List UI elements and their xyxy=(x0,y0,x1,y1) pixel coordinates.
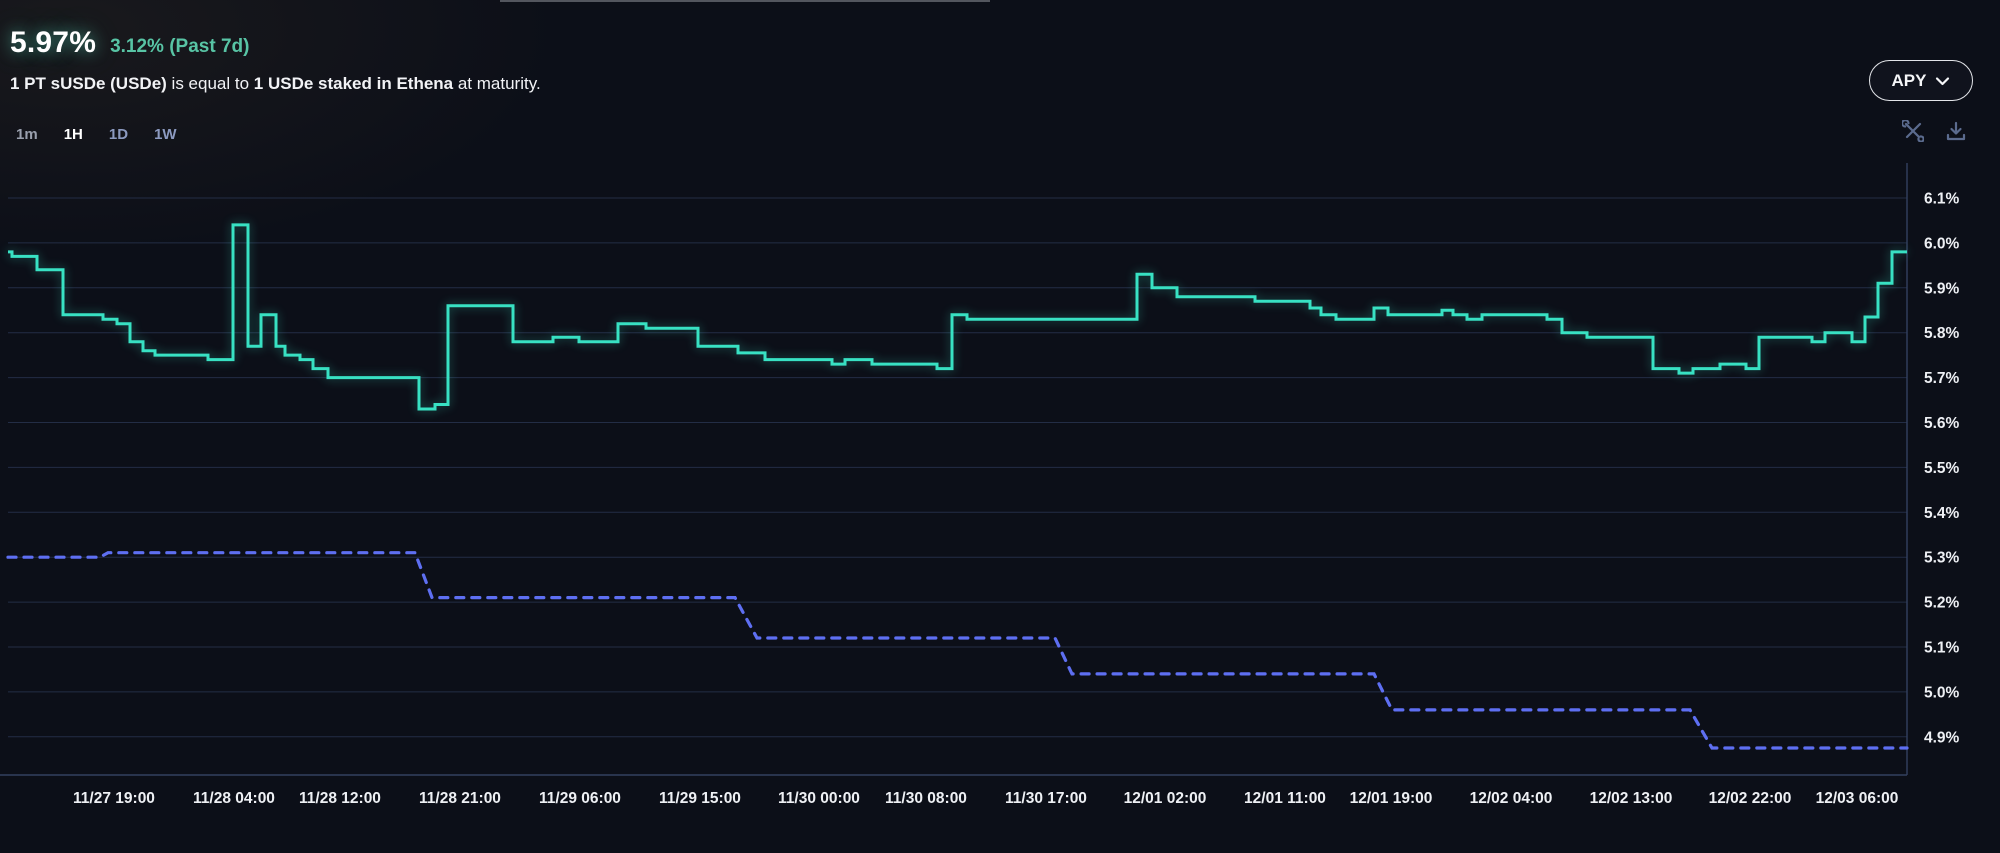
svg-text:12/01 19:00: 12/01 19:00 xyxy=(1350,790,1433,807)
svg-text:5.4%: 5.4% xyxy=(1924,505,1960,522)
range-button-1h[interactable]: 1H xyxy=(63,126,83,143)
time-range-selector: 1m 1H 1D 1W xyxy=(14,124,179,145)
indicators-tools-icon[interactable] xyxy=(1902,120,1924,142)
range-button-1d[interactable]: 1D xyxy=(108,126,129,143)
svg-text:11/28 21:00: 11/28 21:00 xyxy=(419,790,501,807)
range-button-1m[interactable]: 1m xyxy=(16,126,38,143)
svg-text:5.2%: 5.2% xyxy=(1924,595,1960,612)
range-button-1w[interactable]: 1W xyxy=(154,126,177,143)
apy-metric-dropdown[interactable]: APY xyxy=(1869,60,1973,101)
svg-text:12/02 22:00: 12/02 22:00 xyxy=(1709,790,1792,807)
svg-text:5.6%: 5.6% xyxy=(1924,415,1960,432)
svg-text:5.1%: 5.1% xyxy=(1924,640,1960,657)
svg-text:11/28 04:00: 11/28 04:00 xyxy=(193,790,275,807)
svg-text:11/30 00:00: 11/30 00:00 xyxy=(778,790,860,807)
svg-text:11/29 15:00: 11/29 15:00 xyxy=(659,790,741,807)
svg-text:11/27 19:00: 11/27 19:00 xyxy=(73,790,155,807)
chart-header: 5.97% 3.12% (Past 7d) 1 PT sUSDe (USDe) … xyxy=(10,26,541,94)
svg-text:5.7%: 5.7% xyxy=(1924,370,1960,387)
current-apy-value: 5.97% xyxy=(10,26,97,59)
svg-text:6.0%: 6.0% xyxy=(1924,235,1960,252)
download-icon[interactable] xyxy=(1945,120,1967,142)
chart-toolbar xyxy=(1902,120,1967,142)
maturity-description: 1 PT sUSDe (USDe) is equal to 1 USDe sta… xyxy=(10,74,541,93)
svg-text:5.9%: 5.9% xyxy=(1924,280,1960,297)
svg-text:12/02 04:00: 12/02 04:00 xyxy=(1470,790,1553,807)
svg-text:11/28 12:00: 11/28 12:00 xyxy=(299,790,381,807)
chevron-down-icon xyxy=(1936,76,1950,85)
svg-text:12/01 02:00: 12/01 02:00 xyxy=(1124,790,1207,807)
svg-text:12/02 13:00: 12/02 13:00 xyxy=(1590,790,1673,807)
svg-text:11/30 17:00: 11/30 17:00 xyxy=(1005,790,1087,807)
svg-text:5.8%: 5.8% xyxy=(1924,325,1960,342)
svg-text:5.0%: 5.0% xyxy=(1924,684,1960,701)
svg-text:5.5%: 5.5% xyxy=(1924,460,1960,477)
svg-text:12/03 06:00: 12/03 06:00 xyxy=(1816,790,1899,807)
metric-label: APY xyxy=(1891,70,1927,90)
top-divider xyxy=(500,0,990,2)
apy-change-7d: 3.12% (Past 7d) xyxy=(110,36,250,57)
svg-text:12/01 11:00: 12/01 11:00 xyxy=(1244,790,1326,807)
svg-text:6.1%: 6.1% xyxy=(1924,191,1960,208)
svg-text:4.9%: 4.9% xyxy=(1924,729,1960,746)
svg-text:5.3%: 5.3% xyxy=(1924,550,1960,567)
pt-token-name: 1 PT sUSDe (USDe) xyxy=(10,74,167,93)
underlying-token-name: 1 USDe staked in Ethena xyxy=(253,74,454,93)
svg-text:11/29 06:00: 11/29 06:00 xyxy=(539,790,621,807)
svg-text:11/30 08:00: 11/30 08:00 xyxy=(885,790,967,807)
